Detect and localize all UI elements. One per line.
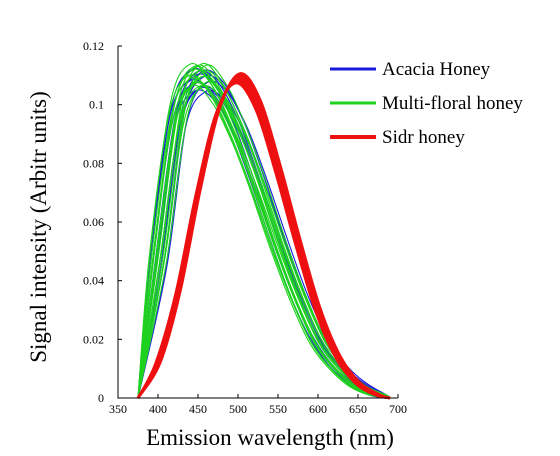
x-tick-label: 550 xyxy=(269,402,287,416)
y-ticks: 0 0.02 0.04 0.06 0.08 0.1 0.12 xyxy=(83,39,122,405)
y-tick-label: 0.08 xyxy=(83,156,104,170)
y-tick-label: 0.02 xyxy=(83,332,104,346)
x-tick-label: 350 xyxy=(109,402,127,416)
x-tick-label: 400 xyxy=(149,402,167,416)
x-tick-label: 500 xyxy=(229,402,247,416)
legend-label: Sidr honey xyxy=(382,127,465,148)
sidr-honey-curve xyxy=(136,72,391,400)
x-axis-label: Emission wavelength (nm) xyxy=(146,425,394,450)
x-tick-label: 650 xyxy=(349,402,367,416)
x-tick-label: 600 xyxy=(309,402,327,416)
legend: Acacia Honey Multi-floral honey Sidr honey xyxy=(330,59,523,148)
y-tick-label: 0.12 xyxy=(83,39,104,53)
y-tick-label: 0.1 xyxy=(89,98,104,112)
y-axis-label: Signal intensity (Arbitr units) xyxy=(26,91,51,363)
y-tick-label: 0.04 xyxy=(83,274,104,288)
x-tick-label: 700 xyxy=(389,402,407,416)
x-tick-label: 450 xyxy=(189,402,207,416)
y-tick-label: 0.06 xyxy=(83,215,104,229)
legend-label: Multi-floral honey xyxy=(382,93,523,114)
y-tick-label: 0 xyxy=(98,391,104,405)
curves-layer xyxy=(136,62,391,400)
legend-label: Acacia Honey xyxy=(382,59,491,80)
x-ticks: 350 400 450 500 550 600 650 700 xyxy=(109,394,407,416)
